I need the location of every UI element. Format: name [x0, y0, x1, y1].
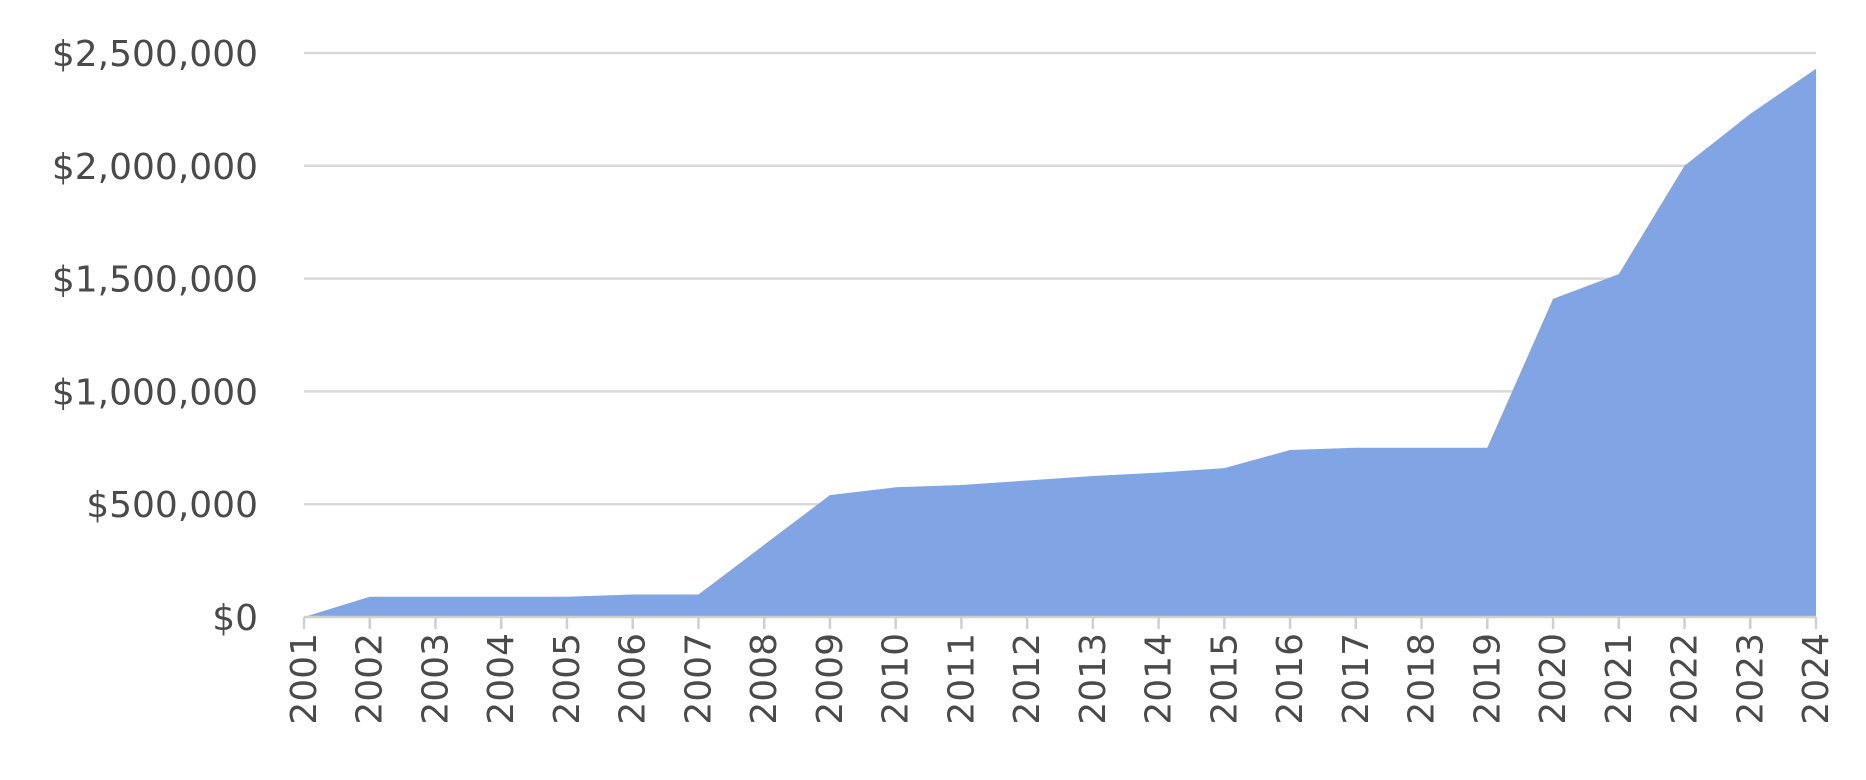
x-tick-label: 2010	[876, 633, 917, 725]
x-tick-label: 2023	[1730, 633, 1771, 725]
y-tick-label: $1,500,000	[52, 260, 258, 301]
x-tick-label: 2005	[547, 633, 588, 725]
x-tick-label: 2022	[1665, 633, 1706, 725]
y-axis: $0 $500,000 $1,000,000 $1,500,000 $2,000,000…	[52, 34, 258, 639]
x-tick-label: 2008	[744, 633, 785, 725]
x-tick-label: 2002	[350, 633, 391, 725]
x-tick-label: 2001	[284, 633, 325, 725]
y-tick-label: $500,000	[86, 485, 258, 526]
x-tick-label: 2017	[1336, 633, 1377, 725]
y-tick-label: $2,000,000	[52, 147, 258, 188]
x-tick-label: 2020	[1533, 633, 1574, 725]
x-tick-label: 2006	[613, 633, 654, 725]
x-tick-label: 2004	[481, 633, 522, 725]
x-tick-label: 2007	[678, 633, 719, 725]
x-tick-label: 2021	[1599, 633, 1640, 725]
area-series	[304, 68, 1816, 618]
y-tick-label: $0	[212, 598, 258, 639]
x-tick-label: 2018	[1402, 633, 1443, 725]
x-tick-label: 2013	[1073, 633, 1114, 725]
x-tick-label: 2015	[1204, 633, 1245, 725]
x-tick-label: 2011	[941, 633, 982, 725]
y-tick-label: $2,500,000	[52, 34, 258, 75]
x-tick-label: 2003	[415, 633, 456, 725]
y-tick-label: $1,000,000	[52, 372, 258, 413]
x-tick-label: 2019	[1467, 633, 1508, 725]
x-tick-label: 2014	[1139, 633, 1180, 725]
x-tick-label: 2012	[1007, 633, 1048, 725]
x-tick-label: 2024	[1796, 633, 1837, 725]
x-axis: 2001 2002 2003 2004 2005 2006 2007 2008 2009 2010…	[284, 617, 1837, 725]
x-tick-label: 2009	[810, 633, 851, 725]
x-tick-label: 2016	[1270, 633, 1311, 725]
